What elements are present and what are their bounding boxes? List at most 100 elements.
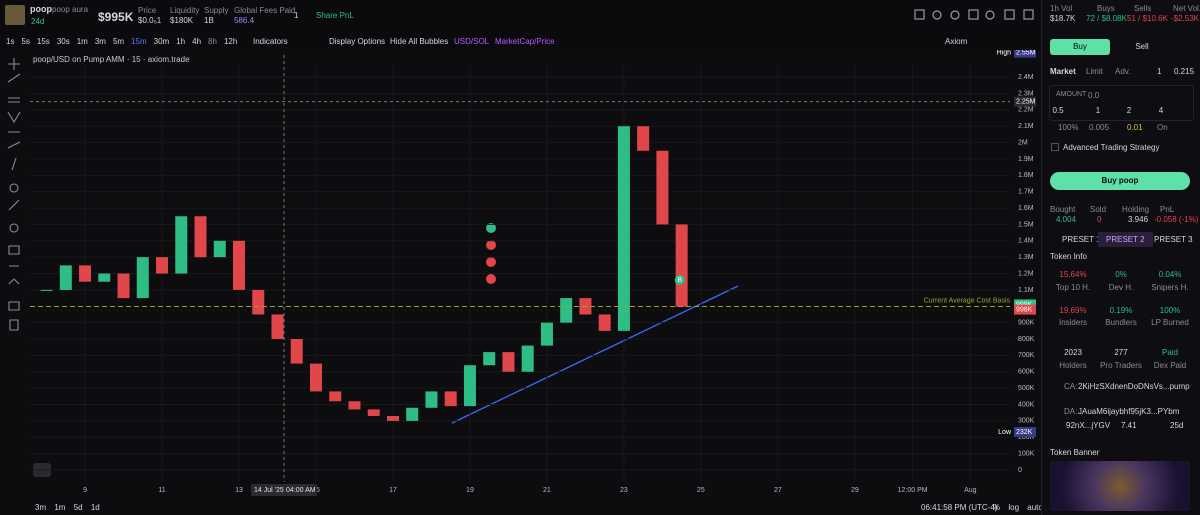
dev-address[interactable]: JAuaM6ijaybhf95jK3...PYbm (1078, 407, 1180, 416)
trade-marker (674, 275, 685, 285)
preset[interactable]: PRESET 3 (1154, 235, 1193, 244)
info-value: 100% (1159, 306, 1181, 315)
info-value: 15.64% (1059, 270, 1087, 279)
range[interactable]: 1m (54, 503, 66, 512)
y-tick-label: 1.1M (1018, 287, 1034, 294)
y-tick-label: 1.3M (1018, 254, 1034, 261)
hide-bubbles[interactable]: Hide All Bubbles (390, 37, 449, 46)
timeframe[interactable]: 1s (6, 37, 15, 46)
side-panel: 1h Vol $18.7K Buys 72 / $8.08K Sells 51 … (1041, 0, 1200, 515)
sell-tab[interactable]: Sell (1135, 42, 1149, 51)
candle (598, 314, 611, 331)
candle (175, 216, 188, 274)
candle (617, 126, 630, 331)
candle (348, 401, 361, 410)
timeframe[interactable]: 3m (94, 37, 106, 46)
token-info-title: Token Info (1050, 252, 1087, 261)
candle (252, 289, 265, 315)
order-type[interactable]: Limit (1086, 67, 1103, 76)
timeframe[interactable]: 30s (56, 37, 70, 46)
checkbox[interactable] (1051, 143, 1059, 151)
timeframe[interactable]: 5m (112, 37, 125, 46)
option[interactable]: log (1008, 503, 1020, 512)
timeframe[interactable]: 5s (21, 37, 30, 46)
candle (194, 216, 207, 258)
x-tick-label: 23 (620, 487, 628, 494)
vol-value: 72 / $8.08K (1086, 14, 1127, 23)
header-icons (914, 9, 1034, 20)
currency-toggle[interactable]: USD/SOL (454, 37, 490, 46)
option[interactable]: % (993, 503, 1001, 512)
range[interactable]: 1d (90, 503, 100, 512)
candle (406, 407, 419, 421)
timeframe[interactable]: 30m (153, 37, 170, 46)
chart-bg (0, 50, 1040, 515)
quick-amount[interactable]: 0.5 (1052, 106, 1064, 115)
y-tick-label: 400K (1018, 401, 1035, 408)
x-tick-label: 9 (83, 487, 87, 494)
alerts[interactable]: 1 (294, 11, 299, 20)
y-tick-label: 1.7M (1018, 189, 1034, 196)
info-label: Holders (1059, 361, 1087, 370)
order-type[interactable]: Market (1050, 67, 1076, 76)
price-tag-label: 2.25M (1016, 98, 1036, 105)
timeframe[interactable]: 1m (76, 37, 88, 46)
candle (98, 273, 111, 282)
priority: 0.005 (1089, 123, 1110, 132)
ranges: 3m 1m 5d 1d (35, 503, 100, 512)
contract-address[interactable]: 2KiHzSXdnenDoDNsVs...pump (1078, 382, 1190, 391)
timeframe[interactable]: 12h (223, 37, 238, 46)
info-value: Paid (1161, 348, 1178, 357)
info-label: LP Burned (1151, 318, 1189, 327)
range[interactable]: 5d (73, 503, 83, 512)
quick-amount[interactable]: 2 (1126, 106, 1132, 115)
candle (156, 257, 169, 274)
candle (213, 240, 226, 258)
share-pnl[interactable]: Share PnL (316, 11, 354, 20)
buy-button[interactable]: Buy poop (1050, 172, 1190, 190)
timeframe[interactable]: 15m (131, 37, 147, 46)
candle (117, 273, 130, 299)
price-tag-label: 2.55M (1016, 50, 1036, 56)
timeframe[interactable]: 8h (208, 37, 217, 46)
candle (540, 322, 553, 346)
quick-amount[interactable]: 1 (1095, 106, 1101, 115)
timeframe[interactable]: 4h (192, 37, 202, 46)
candle (233, 240, 246, 290)
dev-wallet[interactable]: 92nX...jYGV (1066, 421, 1111, 430)
advanced-strategy[interactable]: Advanced Trading Strategy (1063, 143, 1160, 152)
candle (367, 409, 380, 416)
amount-label: AMOUNT (1056, 91, 1087, 98)
buy-tab[interactable]: Buy (1050, 39, 1110, 55)
range[interactable]: 3m (35, 503, 47, 512)
info-value: 0.04% (1158, 270, 1182, 279)
timeframe[interactable]: 1h (176, 37, 186, 46)
price-tag-label: 998K (1016, 306, 1033, 313)
timeframe[interactable]: 15s (36, 37, 50, 46)
candle (425, 391, 438, 408)
preset[interactable]: PRESET 2 (1098, 232, 1153, 247)
candle (483, 352, 496, 366)
candle (79, 265, 92, 282)
stat-value: 1B (204, 16, 214, 25)
candle (637, 126, 650, 151)
stat-value: 586.4 (234, 16, 255, 25)
x-tick-label: 21 (543, 487, 551, 494)
quick-amount[interactable]: 4 (1158, 106, 1164, 115)
token-banner (1050, 461, 1190, 511)
y-tick-label: 1.9M (1018, 156, 1034, 163)
indicators[interactable]: Indicators (253, 37, 288, 46)
display-options[interactable]: Display Options (329, 37, 386, 46)
option[interactable]: auto (1027, 503, 1043, 512)
candle (521, 345, 534, 372)
stat-label: Price (138, 6, 157, 15)
stat-value: $0.0₅1 (138, 16, 162, 25)
preset[interactable]: PRESET 1 (1062, 235, 1101, 244)
order-type[interactable]: Adv. (1115, 67, 1131, 76)
candle (444, 391, 457, 407)
wallets: 1 (1157, 67, 1162, 76)
mode-toggle[interactable]: MarketCap/Price (495, 37, 555, 46)
amount-input[interactable]: 0.0 (1088, 91, 1100, 100)
pos-value: 3.946 (1128, 215, 1149, 224)
candle (59, 265, 72, 290)
